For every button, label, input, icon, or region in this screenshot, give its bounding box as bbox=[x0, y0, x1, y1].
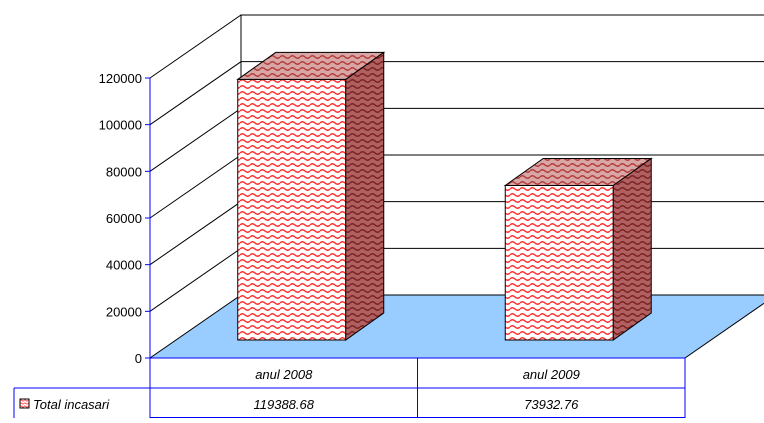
bar-2 bbox=[503, 157, 653, 341]
y-tick-label: 20000 bbox=[106, 304, 142, 319]
gridline bbox=[149, 14, 764, 79]
y-tick-label: 120000 bbox=[99, 71, 142, 86]
bar-1 bbox=[236, 51, 386, 341]
y-tick-label: 0 bbox=[135, 351, 142, 366]
category-label: anul 2009 bbox=[523, 367, 580, 382]
bar-side bbox=[345, 51, 385, 341]
data-table: anul 2008 119388.68 anul 2009 73932.76 Total… bbox=[13, 357, 686, 418]
legend-series-name: Total incasari bbox=[33, 397, 110, 412]
bar-front bbox=[237, 78, 347, 341]
gridline bbox=[149, 61, 764, 126]
data-label: 119388.68 bbox=[254, 397, 315, 412]
legend-swatch bbox=[19, 398, 30, 409]
y-tick-label: 60000 bbox=[106, 211, 142, 226]
bar-front bbox=[504, 184, 614, 341]
y-tick-label: 80000 bbox=[106, 164, 142, 179]
bars bbox=[236, 51, 653, 341]
y-tick-label: 40000 bbox=[106, 258, 142, 273]
y-tick-label: 100000 bbox=[99, 118, 142, 133]
y-axis: 0 20000 40000 60000 80000 100000 120000 bbox=[99, 71, 151, 366]
data-label: 73932.76 bbox=[524, 397, 579, 412]
bar-side bbox=[612, 157, 652, 341]
category-label: anul 2008 bbox=[255, 367, 313, 382]
